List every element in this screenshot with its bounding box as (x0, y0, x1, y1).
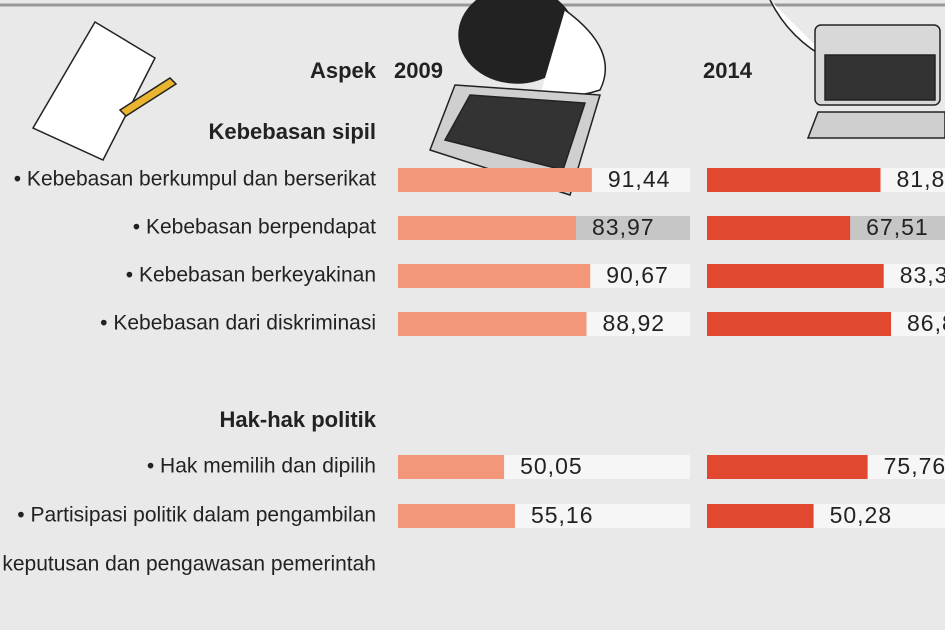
bar (398, 312, 587, 336)
bar (707, 168, 881, 192)
bar (398, 168, 592, 192)
bar (398, 264, 591, 288)
bar (707, 264, 884, 288)
category-label: • Hak memilih dan dipilih (147, 455, 376, 478)
category-label: keputusan dan pengawasan pemerintah (2, 553, 376, 576)
value-label: 75,76 (884, 453, 945, 479)
group-label: Hak-hak politik (220, 407, 377, 432)
value-label: 67,51 (866, 214, 929, 240)
category-label: • Kebebasan berkumpul dan berserikat (14, 168, 376, 191)
value-label: 86,80 (907, 310, 945, 336)
bar (398, 504, 515, 528)
value-label: 83,97 (592, 214, 655, 240)
bar (398, 216, 577, 240)
value-label: 50,28 (830, 502, 893, 528)
bar (707, 216, 851, 240)
value-label: 55,16 (531, 502, 594, 528)
bar (707, 455, 868, 479)
value-label: 90,67 (606, 262, 669, 288)
header: Aspek (310, 58, 377, 83)
bar (707, 504, 814, 528)
bar (707, 312, 892, 336)
category-label: • Kebebasan berkeyakinan (126, 264, 376, 287)
value-label: 91,44 (608, 166, 671, 192)
category-label: • Kebebasan berpendapat (133, 216, 376, 239)
value-label: 50,05 (520, 453, 583, 479)
category-label: • Kebebasan dari diskriminasi (100, 312, 376, 335)
series-label: 2009 (394, 58, 443, 83)
value-label: 88,92 (603, 310, 666, 336)
illustration (0, 0, 945, 196)
series-label: 2014 (703, 58, 753, 83)
value-label: 81,84 (897, 166, 945, 192)
group-label: Kebebasan sipil (208, 119, 376, 144)
category-label: • Partisipasi politik dalam pengambilan (17, 504, 376, 527)
value-label: 83,35 (900, 262, 945, 288)
bar (398, 455, 505, 479)
